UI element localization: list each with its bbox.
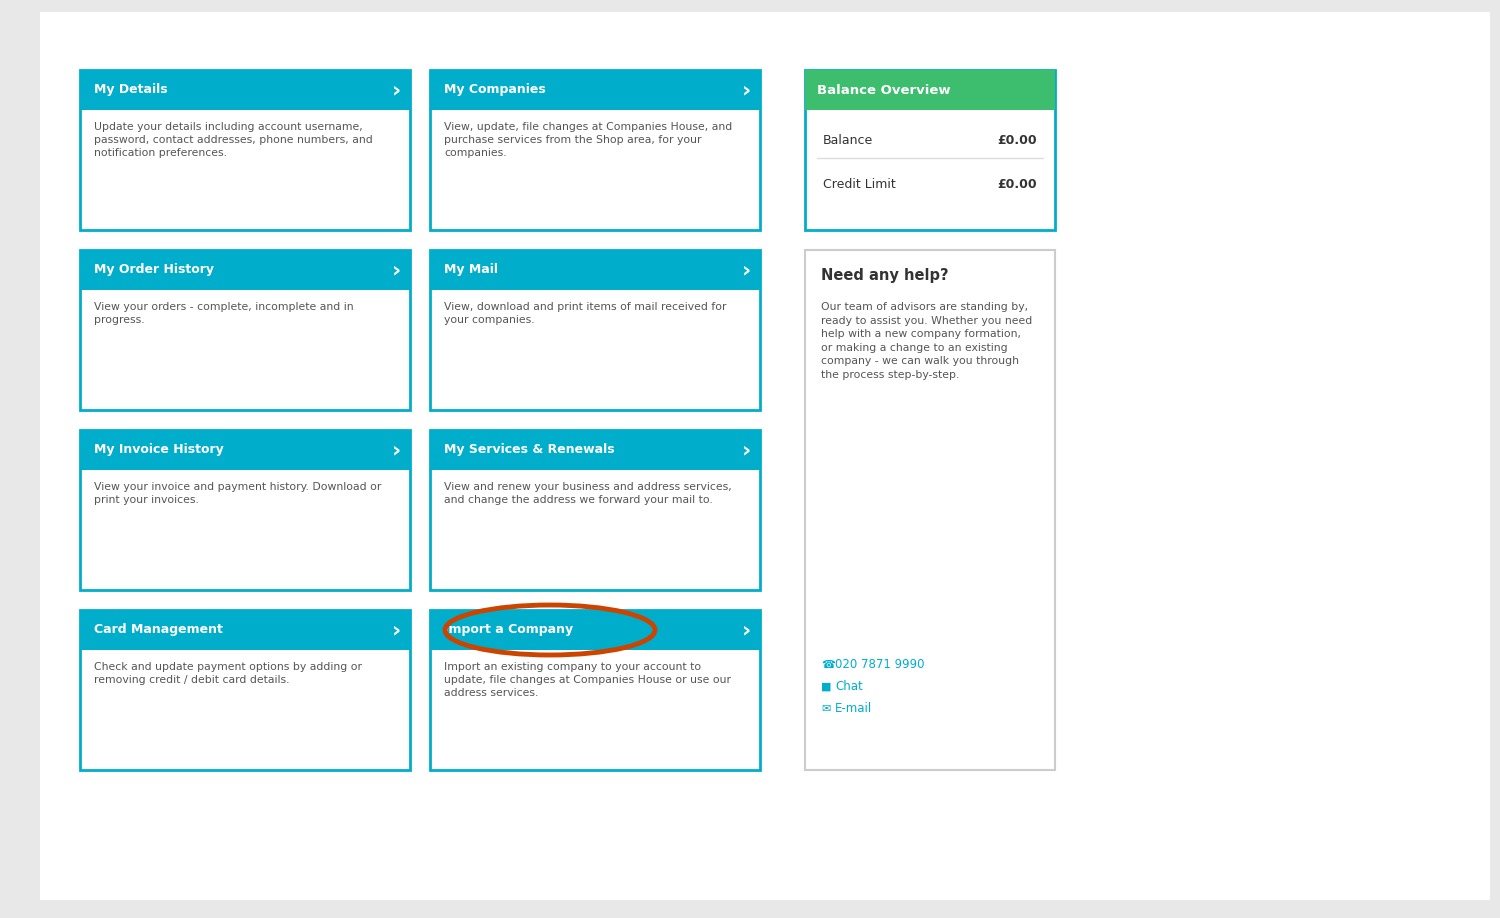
Text: ✉: ✉ — [821, 704, 831, 714]
Text: My Invoice History: My Invoice History — [94, 443, 224, 456]
Text: ›: › — [392, 620, 400, 640]
Text: Check and update payment options by adding or
removing credit / debit card detai: Check and update payment options by addi… — [94, 662, 362, 685]
FancyBboxPatch shape — [430, 430, 760, 590]
Bar — [430, 610, 760, 650]
FancyBboxPatch shape — [430, 610, 760, 770]
Bar — [806, 250, 1054, 770]
Text: ›: › — [741, 440, 750, 460]
Text: £0.00: £0.00 — [998, 133, 1036, 147]
Text: Credit Limit: Credit Limit — [824, 178, 896, 192]
Text: Balance Overview: Balance Overview — [818, 84, 951, 96]
Text: ›: › — [741, 260, 750, 280]
Text: Update your details including account username,
password, contact addresses, pho: Update your details including account us… — [94, 122, 372, 159]
FancyBboxPatch shape — [80, 250, 410, 410]
Text: ›: › — [392, 260, 400, 280]
FancyBboxPatch shape — [80, 70, 410, 230]
Text: My Services & Renewals: My Services & Renewals — [444, 443, 615, 456]
Bar — [430, 250, 760, 290]
Text: Chat: Chat — [836, 680, 862, 693]
Text: £0.00: £0.00 — [998, 178, 1036, 192]
Text: Import an existing company to your account to
update, file changes at Companies : Import an existing company to your accou… — [444, 662, 730, 699]
Text: View, download and print items of mail received for
your companies.: View, download and print items of mail r… — [444, 302, 726, 325]
Text: View your orders - complete, incomplete and in
progress.: View your orders - complete, incomplete … — [94, 302, 354, 325]
FancyBboxPatch shape — [80, 610, 410, 770]
Text: My Details: My Details — [94, 84, 168, 96]
Text: View and renew your business and address services,
and change the address we for: View and renew your business and address… — [444, 482, 732, 505]
Text: Need any help?: Need any help? — [821, 268, 948, 283]
Text: My Companies: My Companies — [444, 84, 546, 96]
Bar — [80, 610, 410, 650]
FancyBboxPatch shape — [430, 250, 760, 410]
Text: ›: › — [741, 80, 750, 100]
Text: My Mail: My Mail — [444, 263, 498, 276]
Text: View, update, file changes at Companies House, and
purchase services from the Sh: View, update, file changes at Companies … — [444, 122, 732, 159]
Text: Import a Company: Import a Company — [444, 623, 573, 636]
Text: View your invoice and payment history. Download or
print your invoices.: View your invoice and payment history. D… — [94, 482, 381, 505]
Text: Card Management: Card Management — [94, 623, 224, 636]
Text: 020 7871 9990: 020 7871 9990 — [836, 658, 924, 671]
Bar — [430, 70, 760, 110]
FancyBboxPatch shape — [80, 430, 410, 590]
Text: Our team of advisors are standing by,
ready to assist you. Whether you need
help: Our team of advisors are standing by, re… — [821, 302, 1032, 380]
Bar — [80, 430, 410, 470]
Text: ›: › — [741, 620, 750, 640]
Bar — [80, 70, 410, 110]
Text: ›: › — [392, 80, 400, 100]
Text: Balance: Balance — [824, 133, 873, 147]
FancyBboxPatch shape — [430, 70, 760, 230]
Text: ☎: ☎ — [821, 660, 836, 670]
Bar — [80, 250, 410, 290]
Text: ›: › — [392, 440, 400, 460]
Text: E-mail: E-mail — [836, 702, 873, 715]
Bar — [806, 70, 1054, 110]
Bar — [806, 70, 1054, 230]
Bar — [430, 430, 760, 470]
Text: ■: ■ — [821, 682, 831, 692]
Text: My Order History: My Order History — [94, 263, 214, 276]
